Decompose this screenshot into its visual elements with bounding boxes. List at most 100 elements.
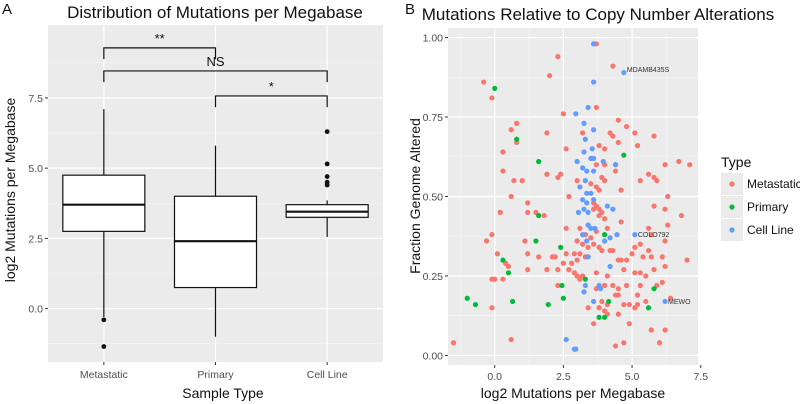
metastatic-point <box>651 133 657 139</box>
metastatic-point <box>492 276 498 282</box>
panel-a-boxplot: ** NS * 0.0 2.5 5.0 7.5 Metastatic Primary Cell … <box>2 1 383 401</box>
outlier-point <box>101 317 107 323</box>
metastatic-point <box>645 247 652 254</box>
significance-bracket: NS <box>103 54 328 83</box>
primary-point <box>492 85 498 92</box>
metastatic-point <box>662 327 668 333</box>
metastatic-point <box>489 305 495 311</box>
metastatic-point <box>648 232 654 238</box>
cell-line-point <box>614 232 620 238</box>
metastatic-point <box>596 212 602 219</box>
metastatic-point <box>574 238 580 244</box>
cell-line-point <box>610 206 616 212</box>
cell-line-point <box>584 190 590 196</box>
cell-line-point <box>582 282 588 289</box>
metastatic-point <box>450 340 457 346</box>
metastatic-point <box>610 133 616 139</box>
metastatic-point <box>621 267 627 273</box>
metastatic-point <box>591 206 597 212</box>
y-tick-label: 7.5 <box>28 93 43 105</box>
cell-line-point <box>581 206 587 212</box>
primary-point <box>536 158 542 165</box>
metastatic-point <box>615 117 621 123</box>
cell-line-point <box>592 225 598 231</box>
primary-point <box>601 232 608 238</box>
y-tick-label: 0.75 <box>423 112 444 124</box>
metastatic-point <box>599 298 605 305</box>
y-tick-label: 0.00 <box>423 350 444 362</box>
metastatic-point <box>519 178 525 184</box>
metastatic-point <box>500 168 506 174</box>
metastatic-point <box>593 104 599 111</box>
metastatic-point <box>525 209 531 215</box>
primary-point <box>558 244 564 250</box>
metastatic-point <box>580 130 586 136</box>
primary-point <box>582 276 588 282</box>
box-primary <box>173 145 258 337</box>
x-tick-label: 2.5 <box>556 371 571 383</box>
metastatic-point <box>687 162 693 168</box>
y-tick-label: 5.0 <box>28 163 43 175</box>
cell-line-point <box>604 203 610 209</box>
cell-line-point <box>585 254 591 260</box>
metastatic-point <box>566 267 572 273</box>
metastatic-point <box>651 267 657 273</box>
metastatic-point <box>618 219 624 225</box>
metastatic-point <box>634 143 641 149</box>
box-metastatic <box>62 109 146 349</box>
metastatic-point <box>637 241 643 247</box>
primary-point <box>651 286 657 292</box>
metastatic-point <box>604 225 610 231</box>
bracket-line <box>103 47 217 60</box>
metastatic-point <box>684 257 690 263</box>
cell-line-point <box>584 200 590 206</box>
significance-bracket: * <box>214 79 328 108</box>
cell-line-point <box>582 178 588 184</box>
y-tick-label: 2.5 <box>28 233 43 245</box>
metastatic-point <box>648 327 654 333</box>
primary-point <box>601 314 608 320</box>
metastatic-point <box>632 244 638 250</box>
metastatic-point <box>678 212 685 219</box>
significance-label: * <box>269 79 274 94</box>
primary-point <box>533 238 539 244</box>
cell-line-point <box>612 162 619 168</box>
metastatic-point <box>648 254 654 260</box>
x-tick-label: Metastatic <box>80 369 128 381</box>
metastatic-point <box>500 276 506 282</box>
metastatic-point <box>645 171 652 177</box>
axis-ticks-b: 0.0 2.5 5.0 7.5 0.00 0.25 0.50 0.75 1.00 <box>423 33 709 383</box>
metastatic-point <box>544 130 550 136</box>
cell-line-point <box>607 263 613 270</box>
metastatic-point <box>601 146 608 152</box>
metastatic-point <box>643 298 649 305</box>
metastatic-point <box>656 340 663 346</box>
cell-line-point <box>577 184 583 190</box>
metastatic-point <box>662 162 668 168</box>
primary-point <box>509 298 516 305</box>
cell-line-point <box>591 298 597 305</box>
significance-label: NS <box>206 54 224 69</box>
legend-label: Metastatic <box>747 177 800 191</box>
metastatic-point <box>547 73 553 79</box>
metastatic-point <box>560 260 566 266</box>
metastatic-point <box>563 225 569 231</box>
metastatic-point <box>626 321 632 327</box>
legend-entry-cell-line: Cell Line <box>721 219 794 241</box>
metastatic-point <box>555 267 561 273</box>
metastatic-point <box>552 254 558 260</box>
cell-line-point <box>591 168 597 174</box>
cell-line-point <box>580 197 586 203</box>
metastatic-point <box>621 301 627 308</box>
metastatic-point <box>489 95 495 101</box>
primary-point <box>621 152 627 158</box>
metastatic-point <box>525 267 531 273</box>
cell-line-point <box>581 120 587 126</box>
legend-marker <box>729 181 735 187</box>
metastatic-point <box>662 238 668 244</box>
y-tick-label: 0.50 <box>423 192 444 204</box>
primary-point <box>472 301 479 308</box>
panel-label-a: A <box>2 1 12 18</box>
metastatic-point <box>626 301 632 308</box>
cell-line-point <box>601 238 608 244</box>
